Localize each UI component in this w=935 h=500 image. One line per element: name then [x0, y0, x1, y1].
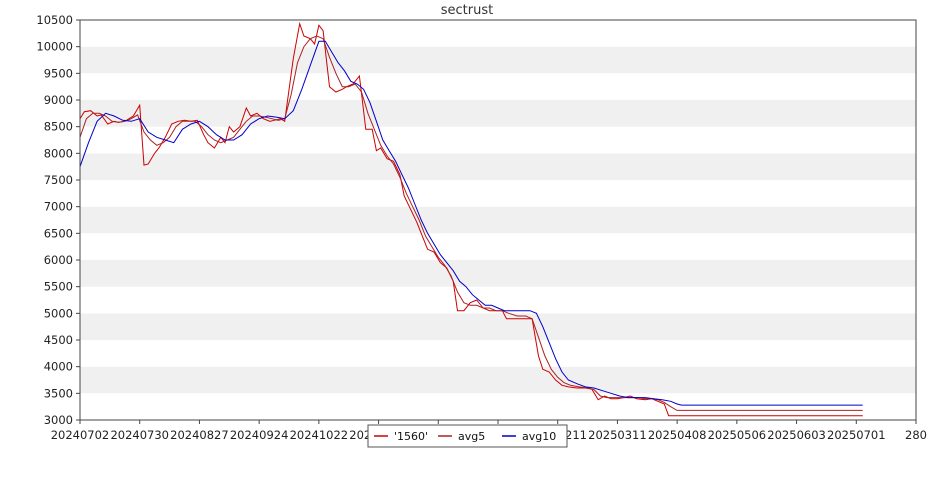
y-tick-label: 6500: [44, 226, 73, 240]
y-tick-label: 5500: [44, 280, 73, 294]
legend-label: '1560': [394, 430, 428, 443]
y-tick-label: 7500: [44, 173, 73, 187]
grid-band: [80, 20, 916, 47]
x-tick-label: 20240730: [110, 428, 169, 442]
grid-band: [80, 180, 916, 207]
legend-box: [367, 424, 568, 448]
grid-band: [80, 46, 916, 74]
plot-frame: [79, 19, 917, 421]
y-tick-label: 7000: [44, 200, 73, 214]
y-tick-label: 4500: [44, 333, 73, 347]
x-tick-label: 20241022: [290, 428, 349, 442]
y-tick-label: 3500: [44, 386, 73, 400]
y-tick-label: 8500: [44, 120, 73, 134]
y-tick-label: 8000: [44, 146, 73, 160]
grid-band: [80, 340, 916, 367]
y-tick-label: 9000: [44, 93, 73, 107]
x-tick-label: 20250701: [827, 428, 886, 442]
grid-band: [80, 233, 916, 260]
chart-title: sectrust: [441, 3, 493, 18]
grid-band: [80, 366, 916, 394]
grid-band: [80, 153, 916, 180]
grid-band: [80, 206, 916, 234]
grid-band: [80, 73, 916, 100]
grid-bands: [80, 20, 916, 420]
x-tick-label: 20250506: [708, 428, 767, 442]
y-tick-label: 6000: [44, 253, 73, 267]
y-tick-label: 10000: [36, 40, 73, 54]
x-tick-label: 280: [905, 428, 927, 442]
x-tick-label: 20250311: [588, 428, 647, 442]
y-tick-label: 9500: [44, 66, 73, 80]
grid-band: [80, 100, 916, 127]
x-tick-label: 20250408: [648, 428, 707, 442]
grid-band: [80, 313, 916, 340]
series-line: [79, 35, 863, 411]
y-tick-label: 5000: [44, 306, 73, 320]
y-tick-label: 3000: [44, 413, 73, 427]
y-axis-ticks: 3000 3500 4000 4500 5000 5500 6000 6500 7000 7500…: [36, 13, 80, 427]
y-tick-label: 4000: [44, 360, 73, 374]
x-tick-label: 20240924: [230, 428, 289, 442]
series-lines: [79, 21, 863, 417]
x-tick-label: 20250603: [767, 428, 826, 442]
x-tick-label: 20240702: [51, 428, 110, 442]
legend-label: avg5: [458, 430, 485, 443]
grid-band: [80, 260, 916, 287]
grid-band: [80, 286, 916, 314]
y-tick-label: 10500: [36, 13, 73, 27]
x-tick-label: 20240827: [170, 428, 229, 442]
legend-label: avg10: [522, 430, 556, 443]
legend: '1560' avg5 avg10: [367, 424, 568, 448]
series-line: [79, 40, 863, 406]
